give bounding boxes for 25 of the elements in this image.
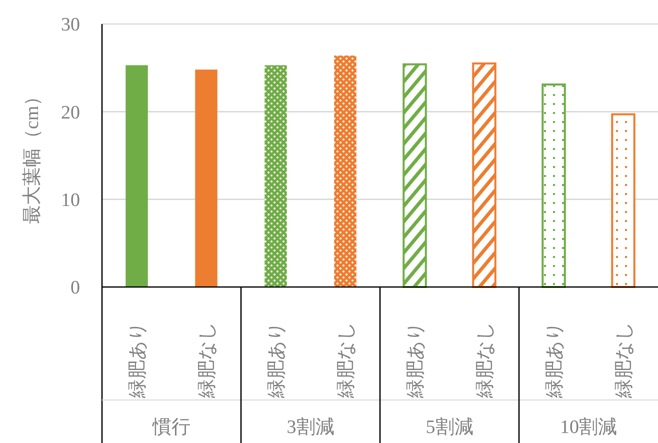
x-tick-label: 緑肥あり — [127, 322, 148, 399]
x-tick-label: 緑肥あり — [544, 322, 566, 399]
bar — [334, 56, 356, 287]
y-tick-label: 10 — [61, 190, 80, 211]
y-axis-title: 最大葉幅（cm） — [22, 86, 43, 224]
bar — [126, 65, 148, 287]
x-tick-label: 緑肥あり — [266, 322, 288, 399]
bar — [195, 70, 218, 287]
x-tick-label: 緑肥あり — [405, 322, 426, 399]
x-tick-label: 緑肥なし — [474, 322, 496, 399]
x-tick-label: 緑肥なし — [336, 322, 357, 399]
y-tick-label: 0 — [70, 278, 80, 299]
bar — [542, 83, 566, 288]
bar — [611, 113, 636, 288]
text: 10割減 — [560, 417, 617, 438]
text: 3割減 — [286, 417, 334, 438]
x-tick-label: 緑肥なし — [614, 322, 635, 399]
bar — [472, 62, 496, 288]
y-tick-label: 20 — [61, 102, 80, 124]
x-tick-label: 緑肥なし — [196, 322, 218, 399]
bar — [402, 63, 427, 288]
y-tick-label: 30 — [61, 14, 80, 36]
text: 5割減 — [426, 417, 474, 438]
bar — [264, 65, 287, 287]
text: 慣行 — [152, 417, 190, 438]
